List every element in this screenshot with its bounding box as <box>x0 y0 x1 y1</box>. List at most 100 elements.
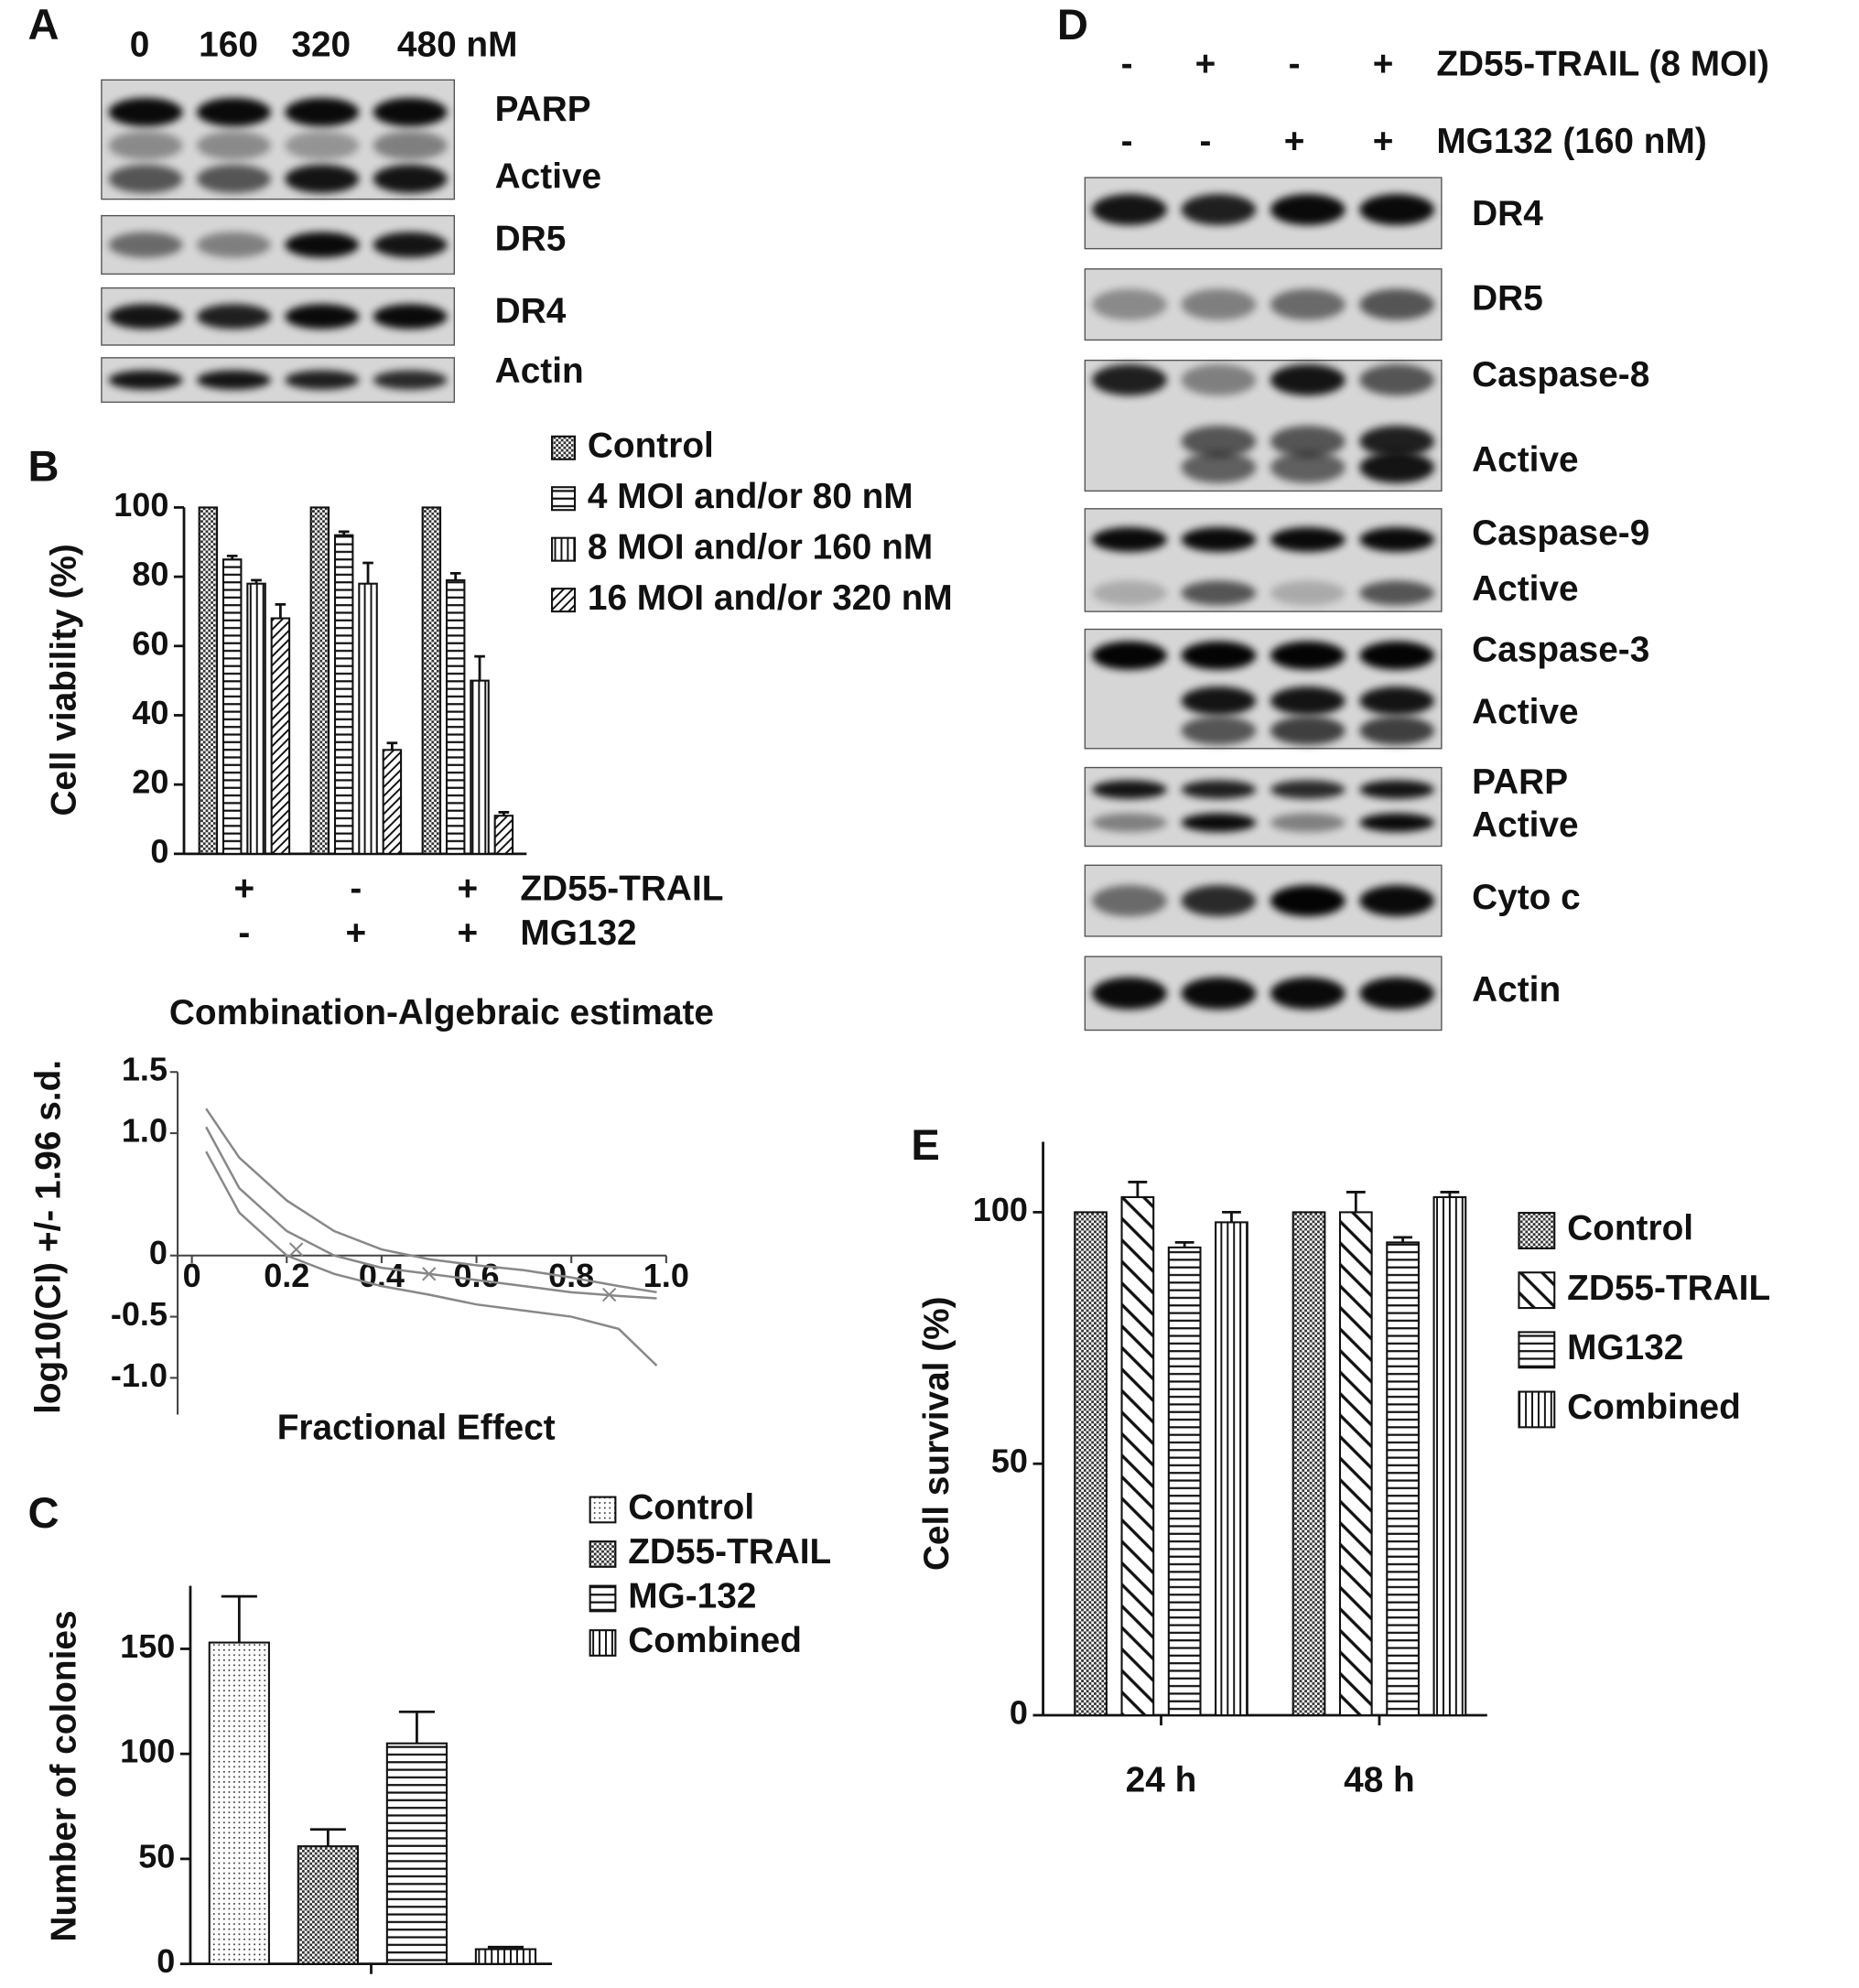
x-tick-label: 48 h <box>1344 1761 1415 1800</box>
legend-label: Combined <box>1567 1388 1741 1427</box>
error-bar <box>487 1945 524 1950</box>
condition-sign: + <box>458 869 479 908</box>
error-bar <box>221 1594 257 1643</box>
blot-band <box>1092 363 1167 396</box>
blot-label: Active <box>1472 805 1578 845</box>
y-axis-title: Number of colonies <box>44 1610 83 1941</box>
legend-swatch <box>589 1629 617 1657</box>
legend-label: 16 MOI and/or 320 nM <box>588 578 953 618</box>
bar <box>222 558 243 855</box>
y-tick-label: -1.0 <box>111 1356 168 1394</box>
condition-name: ZD55-TRAIL (8 MOI) <box>1436 44 1769 83</box>
legend-swatch <box>589 1496 617 1524</box>
blot-band <box>1181 885 1257 917</box>
blot-band <box>373 232 448 258</box>
blot-band <box>196 97 271 127</box>
x-tick-label: 1.0 <box>643 1257 689 1294</box>
x-tick-label: 0 <box>183 1257 201 1294</box>
blot-band <box>108 97 183 127</box>
blot-band <box>1181 527 1257 552</box>
error-bar <box>1174 1241 1194 1248</box>
blot-band <box>1270 885 1346 917</box>
condition-name: MG132 <box>520 913 636 953</box>
blot-label: Caspase-3 <box>1472 631 1649 670</box>
bar <box>1167 1246 1202 1717</box>
legend-label: ZD55-TRAIL <box>1567 1269 1770 1308</box>
y-tick-label: 100 <box>973 1191 1028 1228</box>
y-tick-label: 0 <box>157 1942 175 1980</box>
x-tick-label: 24 h <box>1126 1761 1197 1800</box>
bar <box>385 1742 449 1965</box>
condition-sign: + <box>1373 122 1394 161</box>
x-axis-title: Fractional Effect <box>277 1408 556 1447</box>
condition-sign: + <box>1373 44 1394 83</box>
blot-band <box>285 131 360 160</box>
blot-band <box>373 164 448 194</box>
legend-label: MG-132 <box>628 1577 756 1616</box>
y-tick-label: 40 <box>132 694 168 731</box>
blot-band <box>373 97 448 127</box>
blot-band <box>1270 426 1346 458</box>
bar <box>1432 1195 1467 1717</box>
bar <box>493 815 514 855</box>
blot-band <box>1359 363 1435 396</box>
panel-label: A <box>27 0 59 49</box>
condition-sign: + <box>346 913 367 953</box>
legend-swatch <box>551 486 577 512</box>
condition-sign: + <box>1284 122 1305 161</box>
blot-band <box>1359 780 1435 799</box>
legend-swatch <box>1518 1390 1556 1429</box>
blot-label: DR5 <box>495 220 567 259</box>
y-tick-label: 1.0 <box>122 1112 168 1150</box>
blot-label: Active <box>1472 440 1578 480</box>
blot-band <box>1181 288 1257 320</box>
error-bar <box>449 571 461 580</box>
condition-sign: - <box>1289 44 1301 83</box>
error-bar <box>338 530 350 535</box>
legend-label: Combined <box>628 1621 802 1660</box>
blot-band <box>1092 288 1167 320</box>
bar <box>358 582 378 855</box>
blot-band <box>1181 641 1257 670</box>
bar <box>1386 1241 1420 1717</box>
blot-band <box>1181 580 1257 606</box>
y-tick-label: 20 <box>132 763 168 801</box>
error-bar <box>1128 1181 1148 1197</box>
blot-label: Cyto c <box>1472 878 1581 917</box>
y-axis-title: Cell survival (%) <box>917 1296 957 1571</box>
blot-band <box>1181 451 1257 483</box>
bar <box>445 578 466 855</box>
blot-band <box>1270 686 1346 716</box>
legend-swatch <box>1518 1271 1556 1310</box>
blot-label: Actin <box>495 351 584 391</box>
error-bar <box>362 561 373 584</box>
condition-name: ZD55-TRAIL <box>520 869 723 908</box>
y-tick-label: 0 <box>149 1234 168 1271</box>
blot-band <box>1270 780 1346 799</box>
blot-label: Caspase-8 <box>1472 355 1649 394</box>
legend-label: Control <box>588 427 714 466</box>
legend-swatch <box>551 435 577 460</box>
condition-sign: - <box>350 869 362 908</box>
point-marker <box>601 1287 617 1302</box>
panel-label: E <box>911 1120 939 1169</box>
blot-band <box>285 304 360 330</box>
blot-band <box>1359 641 1435 670</box>
bar <box>474 1948 537 1965</box>
y-tick-label: 50 <box>138 1837 175 1875</box>
condition-name: MG132 (160 nM) <box>1436 122 1706 161</box>
error-bar <box>386 741 398 751</box>
blot-band <box>373 370 448 390</box>
blot-band <box>1270 288 1346 320</box>
blot-band <box>285 97 360 127</box>
condition-sign: + <box>458 913 479 953</box>
condition-sign: - <box>238 913 250 953</box>
legend-swatch <box>551 536 577 562</box>
lane-label: 320 <box>291 26 351 65</box>
legend-label: 8 MOI and/or 160 nM <box>588 527 933 567</box>
panel-label: C <box>27 1488 59 1537</box>
blot-band <box>1270 451 1346 483</box>
blot-band <box>1270 193 1346 226</box>
blot-label: Caspase-9 <box>1472 513 1649 553</box>
blot-band <box>1270 580 1346 606</box>
